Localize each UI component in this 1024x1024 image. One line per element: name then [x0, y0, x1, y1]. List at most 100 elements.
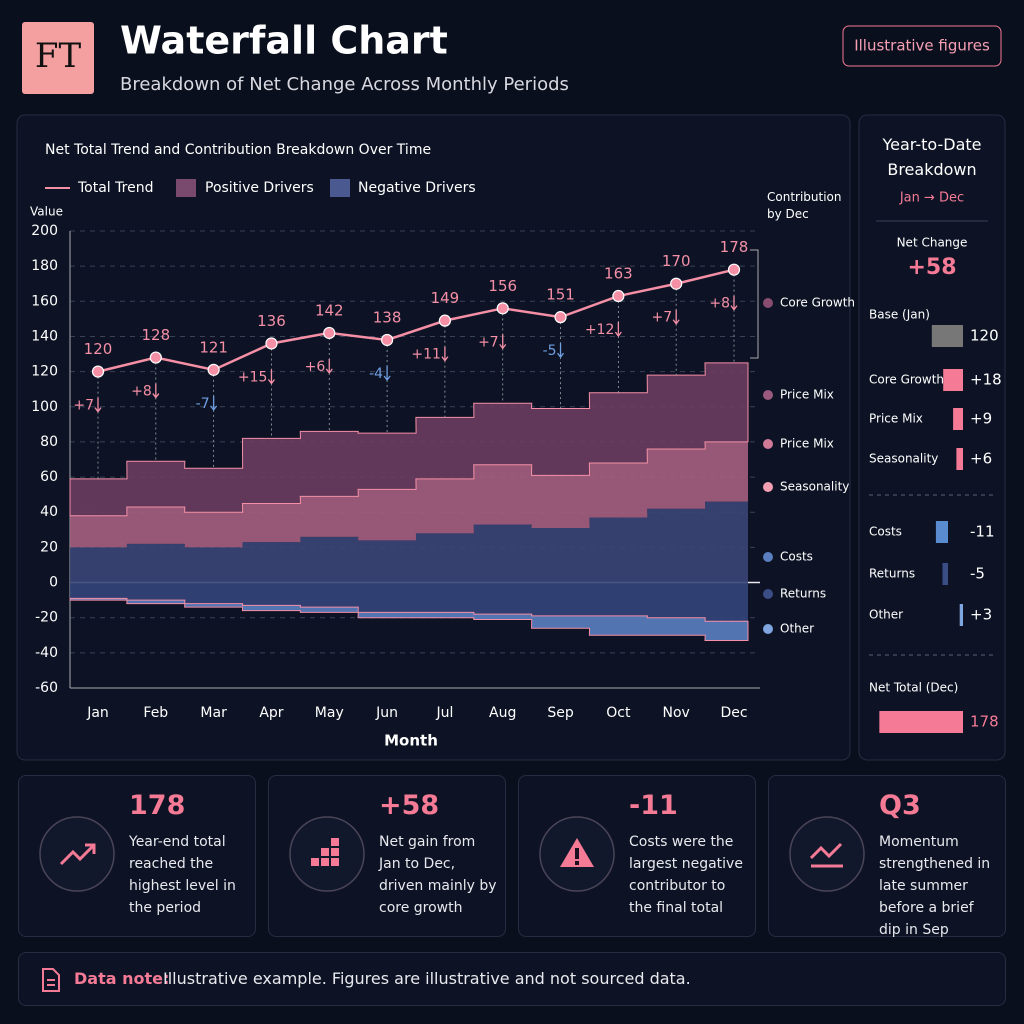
side-label: Core Growth: [869, 373, 944, 387]
change-arrow: [383, 365, 391, 382]
card-icon: [789, 816, 865, 892]
card: +58 Net gain from Jan to Dec, driven main…: [268, 775, 506, 937]
note-text: Illustrative example. Figures are illust…: [163, 969, 691, 988]
card-text: Year-end total reached the highest level…: [129, 834, 236, 916]
y-tick-label: 60: [40, 469, 58, 485]
trend-point: [265, 337, 278, 350]
side-label: Net Change: [897, 236, 968, 250]
y-tick-label: -60: [35, 680, 58, 696]
value-label: 178: [720, 238, 749, 256]
x-tick-label: Jul: [435, 705, 453, 721]
side-bar: [956, 448, 963, 470]
change-label: +8: [709, 296, 730, 312]
change-label: +7: [478, 334, 499, 350]
x-tick-label: Nov: [663, 705, 690, 721]
note-box: Data note: Illustrative example. Figures…: [18, 952, 1006, 1006]
logo-box: [22, 22, 94, 94]
x-tick-label: Apr: [259, 705, 283, 721]
value-label: 170: [662, 252, 691, 270]
contribution-dot: [763, 624, 773, 634]
trend-point: [727, 263, 741, 276]
value-label: 156: [488, 277, 517, 295]
change-arrow: [210, 395, 218, 411]
trend-point: [149, 351, 162, 364]
change-arrow: [730, 295, 738, 311]
contribution-dot: [763, 439, 773, 449]
legend-swatch: [330, 179, 350, 197]
side-value: -5: [970, 565, 985, 583]
card-text: Momentum strengthened in late summer bef…: [879, 834, 991, 938]
trend-point: [670, 277, 683, 290]
trend-point: [554, 311, 567, 324]
contribution-label: Price Mix: [780, 388, 834, 402]
side-label: Net Total (Dec): [869, 681, 958, 695]
value-label: 138: [373, 308, 402, 326]
side-value: 120: [970, 327, 999, 345]
change-arrow: [614, 322, 622, 338]
change-label: +15: [238, 369, 268, 385]
x-tick-label: May: [315, 705, 344, 721]
value-label: 142: [315, 301, 344, 319]
card-value: Q3: [879, 790, 921, 821]
contribution-label: Other: [780, 622, 814, 636]
contribution-label: Costs: [780, 550, 813, 564]
y-tick-label: 80: [40, 434, 58, 450]
side-net-change: +58: [907, 255, 956, 280]
side-value: +9: [970, 410, 992, 428]
contribution-label: Seasonality: [780, 480, 849, 494]
change-label: -5: [543, 343, 557, 359]
card-icon: [289, 816, 365, 892]
area: [70, 501, 748, 583]
y-tick-label: 40: [40, 504, 58, 520]
change-arrow: [441, 346, 449, 362]
trend-point: [496, 302, 509, 315]
side-bar: [879, 711, 963, 733]
change-arrow: [557, 343, 565, 359]
value-label: 163: [604, 265, 633, 283]
y-tick-label: 180: [31, 258, 58, 274]
side-bar: [943, 369, 963, 391]
side-panel: [858, 114, 1006, 761]
contribution-label: Core Growth: [780, 296, 855, 310]
side-label: Costs: [869, 525, 902, 539]
trend-point: [207, 363, 220, 376]
card-text: Net gain from Jan to Dec, driven mainly …: [379, 834, 497, 916]
note-label: Data note:: [74, 969, 170, 988]
y-tick-label: 120: [31, 364, 58, 380]
x-axis-label: Month: [384, 732, 438, 750]
card: -11 Costs were the largest negative contr…: [518, 775, 756, 937]
area: [69, 362, 749, 517]
card-value: +58: [379, 790, 440, 821]
y-tick-label: 20: [40, 539, 58, 555]
logo: FT: [35, 36, 82, 76]
x-tick-label: Sep: [547, 705, 574, 721]
x-tick-label: Mar: [200, 705, 227, 721]
x-tick-label: Aug: [489, 705, 516, 721]
trend-point: [323, 326, 336, 340]
contribution-label: Returns: [780, 587, 826, 601]
subtitle: Breakdown of Net Change Across Monthly P…: [120, 74, 569, 95]
side-value: +3: [970, 606, 992, 624]
contribution-dot: [763, 552, 773, 562]
side-bar: [942, 563, 948, 585]
change-label: +6: [305, 359, 326, 375]
value-label: 128: [141, 326, 170, 344]
chart-title: Net Total Trend and Contribution Breakdo…: [45, 142, 431, 158]
change-arrow: [267, 369, 275, 385]
side-bar: [953, 408, 963, 430]
legend-label: Positive Drivers: [205, 180, 314, 196]
change-arrow: [94, 397, 102, 413]
change-label: +8: [131, 384, 152, 400]
trend-point: [91, 365, 105, 378]
trend-point: [438, 314, 452, 327]
change-label: +7: [73, 398, 94, 414]
card: Q3 Momentum strengthened in late summer b…: [768, 775, 1006, 938]
trend-point: [612, 289, 625, 303]
side-period: Jan → Dec: [899, 191, 964, 206]
card: 178 Year-end total reached the highest le…: [18, 775, 256, 937]
side-label: Seasonality: [869, 452, 938, 466]
title: Waterfall Chart: [120, 19, 448, 63]
y-tick-label: -20: [35, 610, 58, 626]
contribution-dot: [763, 390, 773, 400]
